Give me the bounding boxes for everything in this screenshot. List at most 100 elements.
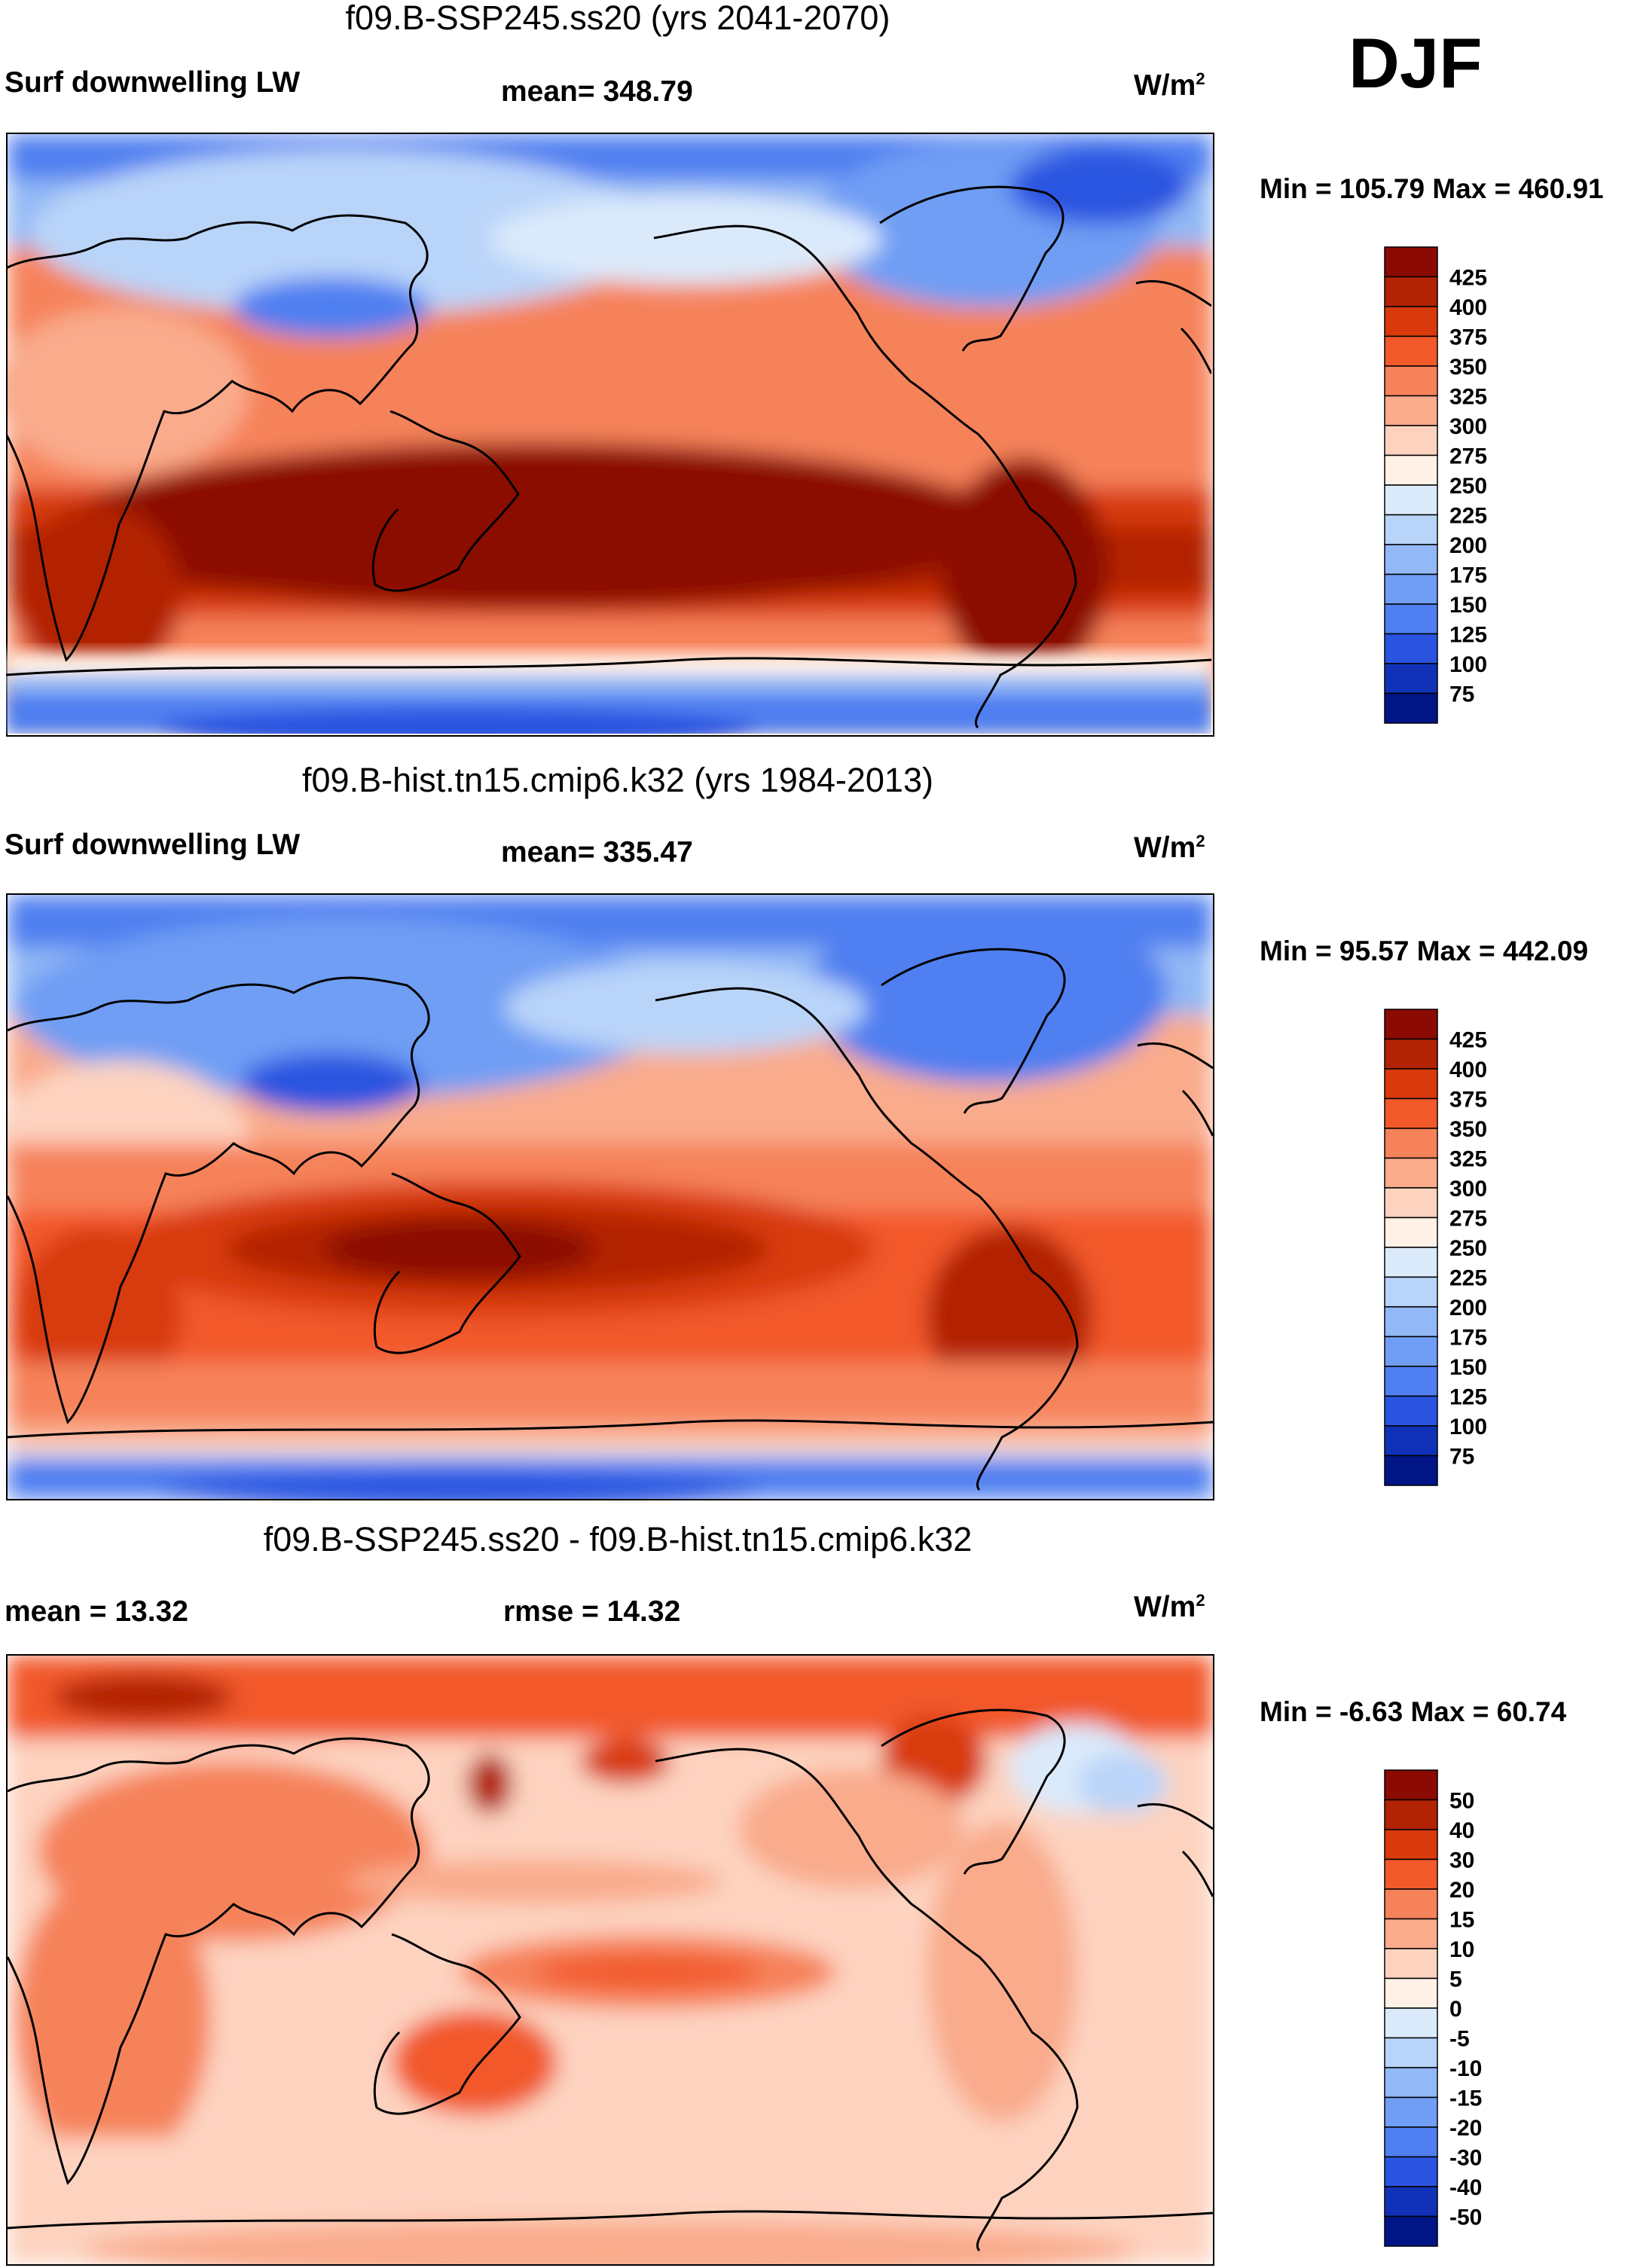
colorbar-swatch bbox=[1384, 1187, 1438, 1219]
colorbar-swatch bbox=[1384, 1335, 1438, 1367]
colorbar-tick-label: 5 bbox=[1449, 1967, 1462, 1992]
colorbar-swatch bbox=[1384, 1799, 1438, 1830]
colorbar-swatch bbox=[1384, 1888, 1438, 1920]
colorbar-swatch bbox=[1384, 1068, 1438, 1100]
colorbar-swatch bbox=[1384, 1128, 1438, 1159]
colorbar-swatch bbox=[1384, 1769, 1438, 1801]
panel-1-field bbox=[8, 134, 1213, 735]
colorbar-tick-label: 200 bbox=[1449, 533, 1487, 558]
colorbar-swatch bbox=[1384, 1247, 1438, 1278]
colorbar-swatch bbox=[1384, 365, 1438, 397]
colorbar-tick-label: 325 bbox=[1449, 1147, 1487, 1172]
colorbar-swatch bbox=[1384, 1216, 1438, 1248]
colorbar-tick-label: -50 bbox=[1449, 2205, 1482, 2230]
colorbar-swatch bbox=[1384, 1395, 1438, 1427]
colorbar-swatch bbox=[1384, 276, 1438, 307]
colorbar-swatch bbox=[1384, 1306, 1438, 1338]
panel-3-rmse-label: rmse = 14.32 bbox=[503, 1595, 681, 1628]
colorbar-tick-label: -20 bbox=[1449, 2116, 1482, 2141]
panel-2-units-text: W/m bbox=[1134, 832, 1196, 864]
panel-2-field bbox=[8, 895, 1213, 1499]
panel-2-units-sup: 2 bbox=[1196, 832, 1205, 850]
colorbar-tick-label: 10 bbox=[1449, 1937, 1474, 1962]
panel-2-title: f09.B-hist.tn15.cmip6.k32 (yrs 1984-2013… bbox=[302, 761, 933, 799]
colorbar-tick-label: 125 bbox=[1449, 1385, 1487, 1410]
colorbar-swatch bbox=[1384, 544, 1438, 575]
panel-3-title: f09.B-SSP245.ss20 - f09.B-hist.tn15.cmip… bbox=[263, 1520, 973, 1558]
panel-1-colorbar-svg: 425 400 375 350 325 300 275 250 225 200 175 150 125 1… bbox=[1384, 246, 1487, 724]
colorbar-tick-label: 250 bbox=[1449, 474, 1487, 499]
colorbar-swatch bbox=[1384, 2007, 1438, 2039]
colorbar-swatch bbox=[1384, 1366, 1438, 1397]
colorbar-tick-label: 40 bbox=[1449, 1818, 1474, 1843]
panel-3-colorbar: 50 40 30 20 15 10 5 0 -5 -10 -15 -20 -30 -40 -50 bbox=[1384, 1769, 1581, 2252]
panel-1-units-text: W/m bbox=[1134, 69, 1196, 102]
colorbar-tick-label: 300 bbox=[1449, 414, 1487, 439]
colorbar-tick-label: 425 bbox=[1449, 266, 1487, 291]
colorbar-tick-label: 350 bbox=[1449, 1117, 1487, 1142]
colorbar-tick-label: 375 bbox=[1449, 325, 1487, 350]
panel-2-minmax: Min = 95.57 Max = 442.09 bbox=[1260, 936, 1589, 966]
colorbar-swatch bbox=[1384, 425, 1438, 456]
colorbar-swatch bbox=[1384, 2037, 1438, 2068]
panel-1-overlay bbox=[6, 133, 1211, 734]
panel-2-mean-label: mean= 335.47 bbox=[501, 836, 693, 868]
colorbar-tick-label: 125 bbox=[1449, 623, 1487, 648]
panel-2-colorbar-svg: 425 400 375 350 325 300 275 250 225 200 175 150 125 1… bbox=[1384, 1009, 1487, 1486]
colorbar-swatch bbox=[1384, 633, 1438, 664]
colorbar-swatch bbox=[1384, 2215, 1438, 2247]
colorbar-tick-label: 75 bbox=[1449, 1445, 1474, 1470]
panel-2-units: W/m2 bbox=[1134, 832, 1205, 865]
panel-3-mean-label: mean = 13.32 bbox=[5, 1595, 188, 1628]
colorbar-tick-label: 15 bbox=[1449, 1908, 1474, 1933]
colorbar-tick-label: 50 bbox=[1449, 1789, 1474, 1814]
colorbar-swatch bbox=[1384, 1977, 1438, 2009]
colorbar-tick-label: 100 bbox=[1449, 1415, 1487, 1439]
colorbar-swatch bbox=[1384, 2186, 1438, 2218]
panel-3-minmax: Min = -6.63 Max = 60.74 bbox=[1260, 1696, 1567, 1727]
panel-1-coastlines bbox=[6, 185, 1211, 729]
colorbar-tick-label: 275 bbox=[1449, 444, 1487, 469]
colorbar-tick-label: 275 bbox=[1449, 1207, 1487, 1232]
colorbar-swatch bbox=[1384, 1948, 1438, 1980]
colorbar-swatch bbox=[1384, 1038, 1438, 1070]
colorbar-tick-label: 175 bbox=[1449, 563, 1487, 588]
colorbar-swatch bbox=[1384, 603, 1438, 635]
colorbar-swatch bbox=[1384, 1918, 1438, 1949]
colorbar-swatch bbox=[1384, 1157, 1438, 1189]
panel-3-units-sup: 2 bbox=[1196, 1591, 1205, 1610]
colorbar-swatch bbox=[1384, 1097, 1438, 1129]
colorbar-swatch bbox=[1384, 246, 1438, 278]
colorbar-tick-label: 200 bbox=[1449, 1296, 1487, 1320]
colorbar-swatch bbox=[1384, 573, 1438, 605]
colorbar-tick-label: 225 bbox=[1449, 504, 1487, 529]
colorbar-tick-label: 175 bbox=[1449, 1326, 1487, 1351]
panel-1-mean-label: mean= 348.79 bbox=[501, 75, 693, 108]
colorbar-tick-label: 425 bbox=[1449, 1028, 1487, 1053]
colorbar-tick-label: 300 bbox=[1449, 1177, 1487, 1201]
colorbar-tick-label: 375 bbox=[1449, 1088, 1487, 1113]
colorbar-swatch bbox=[1384, 2156, 1438, 2187]
panel-1-minmax: Min = 105.79 Max = 460.91 bbox=[1260, 173, 1604, 204]
panel-3-units-text: W/m bbox=[1134, 1591, 1196, 1623]
colorbar-tick-label: 350 bbox=[1449, 355, 1487, 380]
panel-2-coastlines bbox=[8, 948, 1213, 1491]
panel-2-map bbox=[6, 893, 1214, 1500]
season-label: DJF bbox=[1349, 23, 1483, 102]
colorbar-swatch bbox=[1384, 2067, 1438, 2099]
colorbar-swatch bbox=[1384, 395, 1438, 426]
colorbar-tick-label: 250 bbox=[1449, 1236, 1487, 1261]
colorbar-swatch bbox=[1384, 335, 1438, 367]
colorbar-tick-label: 30 bbox=[1449, 1848, 1474, 1873]
colorbar-swatch bbox=[1384, 1276, 1438, 1308]
colorbar-swatch bbox=[1384, 1455, 1438, 1486]
colorbar-tick-label: 0 bbox=[1449, 1997, 1462, 2022]
colorbar-swatch bbox=[1384, 484, 1438, 516]
panel-3-coastlines bbox=[8, 1708, 1213, 2252]
colorbar-swatch bbox=[1384, 663, 1438, 694]
panel-3-map bbox=[6, 1654, 1214, 2266]
colorbar-tick-label: -10 bbox=[1449, 2056, 1482, 2081]
colorbar-tick-label: 100 bbox=[1449, 652, 1487, 677]
colorbar-swatch bbox=[1384, 306, 1438, 337]
